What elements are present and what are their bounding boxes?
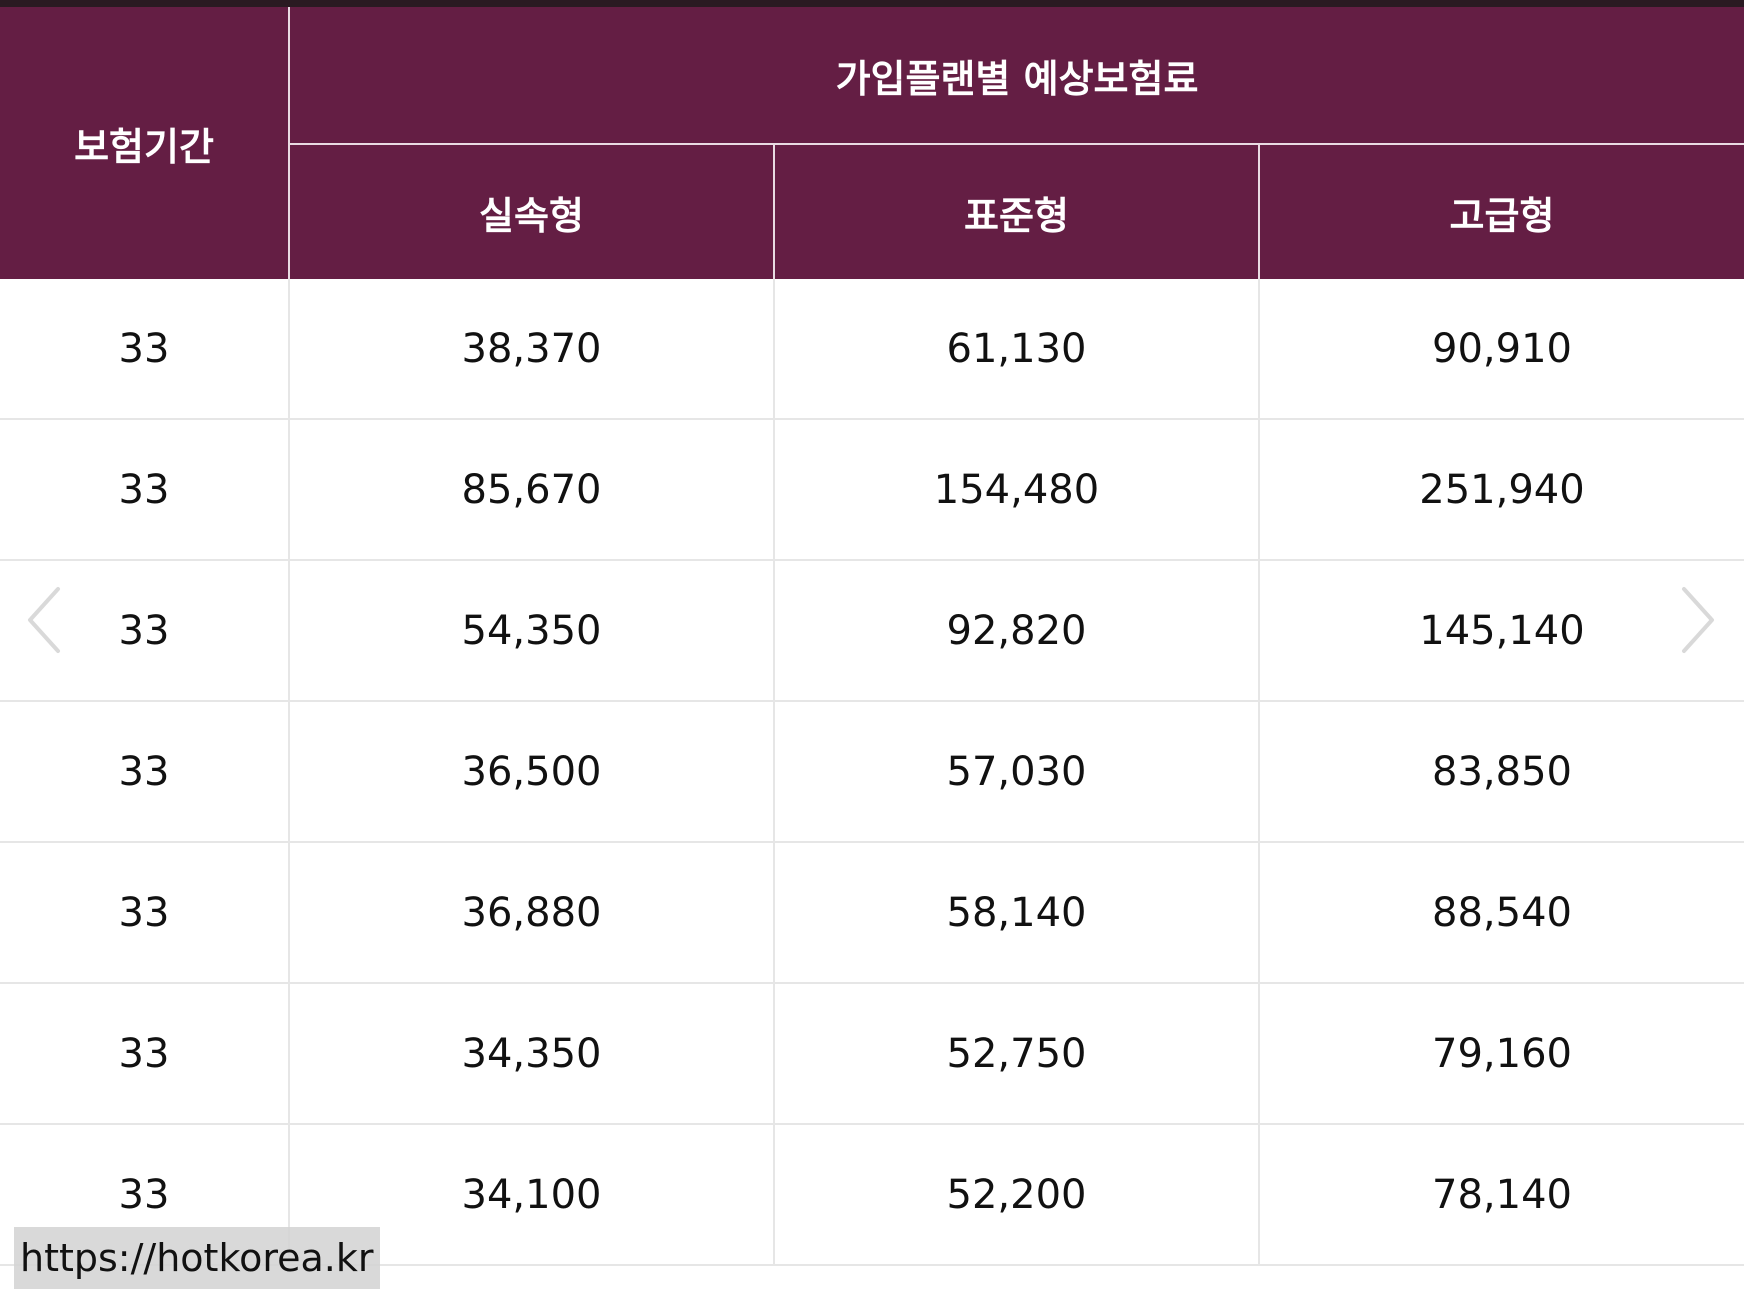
- table-header: 보험기간 가입플랜별 예상보험료 실속형 표준형 고급형: [0, 7, 1744, 279]
- basic-premium-cell: 54,350: [289, 560, 775, 702]
- basic-premium-cell: 34,350: [289, 983, 775, 1125]
- plan-header-basic: 실속형: [289, 144, 775, 279]
- insurance-period-header: 보험기간: [0, 7, 290, 279]
- watermark-url: https://hotkorea.kr: [14, 1227, 380, 1289]
- basic-premium-cell: 36,880: [289, 842, 775, 984]
- premium-premium-cell: 88,540: [1259, 842, 1744, 984]
- table-body: 33 38,370 61,130 90,910 33 85,670 154,48…: [0, 279, 1744, 1266]
- period-cell: 33: [0, 279, 290, 420]
- table-row: 33 85,670 154,480 251,940: [0, 419, 1744, 561]
- premium-premium-cell: 251,940: [1259, 419, 1744, 561]
- period-cell: 33: [0, 560, 290, 702]
- header-row-group: 보험기간 가입플랜별 예상보험료: [0, 7, 1744, 279]
- standard-premium-cell: 52,200: [774, 1124, 1260, 1266]
- premium-premium-cell: 90,910: [1259, 279, 1744, 420]
- period-cell: 33: [0, 842, 290, 984]
- premium-premium-cell: 78,140: [1259, 1124, 1744, 1266]
- premium-table: 보험기간 가입플랜별 예상보험료 실속형 표준형 고급형 33 38,370 6…: [0, 7, 1744, 1266]
- basic-premium-cell: 85,670: [289, 419, 775, 561]
- period-cell: 33: [0, 419, 290, 561]
- chevron-left-icon[interactable]: [24, 585, 64, 655]
- table-row: 33 34,100 52,200 78,140: [0, 1124, 1744, 1266]
- standard-premium-cell: 52,750: [774, 983, 1260, 1125]
- header-row-plans: 실속형 표준형 고급형: [0, 144, 1744, 279]
- basic-premium-cell: 36,500: [289, 701, 775, 843]
- standard-premium-cell: 58,140: [774, 842, 1260, 984]
- plan-premium-group-header: 가입플랜별 예상보험료: [289, 7, 1744, 145]
- standard-premium-cell: 92,820: [774, 560, 1260, 702]
- table-row: 33 38,370 61,130 90,910: [0, 279, 1744, 420]
- chevron-right-icon[interactable]: [1678, 585, 1718, 655]
- premium-premium-cell: 145,140: [1259, 560, 1744, 702]
- standard-premium-cell: 154,480: [774, 419, 1260, 561]
- standard-premium-cell: 61,130: [774, 279, 1260, 420]
- table-top-rule: [0, 0, 1744, 7]
- plan-header-premium: 고급형: [1259, 144, 1744, 279]
- table-row: 33 36,880 58,140 88,540: [0, 842, 1744, 984]
- premium-premium-cell: 79,160: [1259, 983, 1744, 1125]
- period-cell: 33: [0, 701, 290, 843]
- table-row: 33 54,350 92,820 145,140: [0, 560, 1744, 702]
- premium-premium-cell: 83,850: [1259, 701, 1744, 843]
- basic-premium-cell: 38,370: [289, 279, 775, 420]
- table-row: 33 36,500 57,030 83,850: [0, 701, 1744, 843]
- table-row: 33 34,350 52,750 79,160: [0, 983, 1744, 1125]
- standard-premium-cell: 57,030: [774, 701, 1260, 843]
- plan-header-standard: 표준형: [774, 144, 1260, 279]
- period-cell: 33: [0, 983, 290, 1125]
